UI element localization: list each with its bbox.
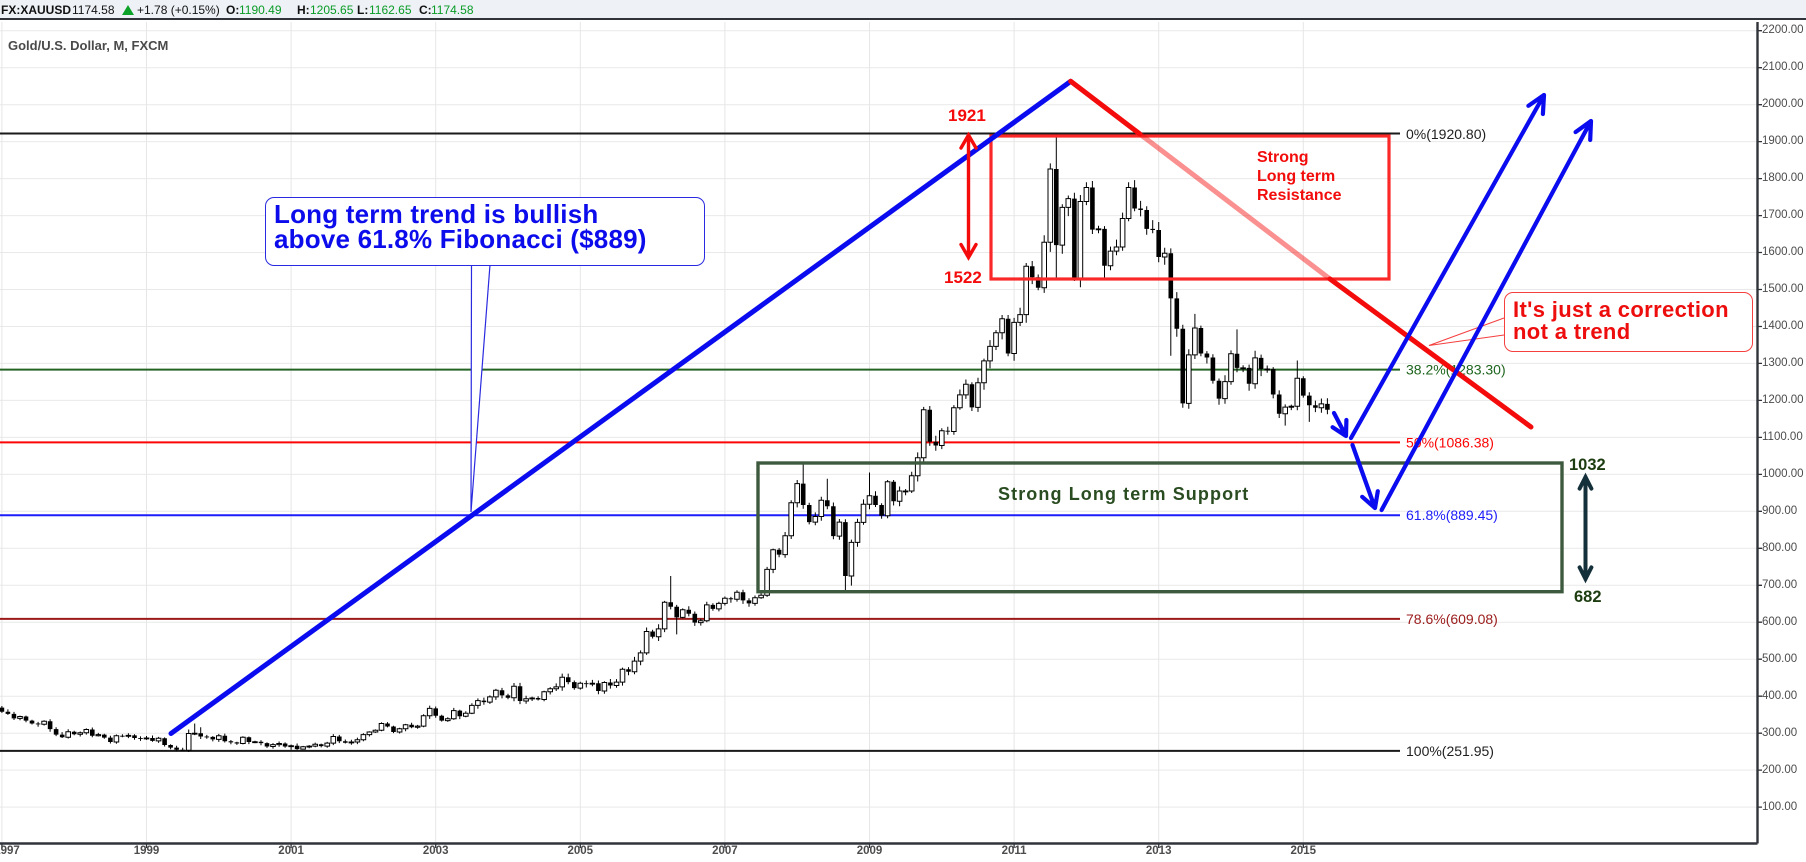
- svg-text:78.6%(609.08): 78.6%(609.08): [1406, 611, 1498, 627]
- svg-text:61.8%(889.45): 61.8%(889.45): [1406, 507, 1498, 523]
- svg-text:0%(1920.80): 0%(1920.80): [1406, 126, 1486, 142]
- svg-text:100%(251.95): 100%(251.95): [1406, 743, 1494, 759]
- svg-text:50%(1086.38): 50%(1086.38): [1406, 434, 1494, 450]
